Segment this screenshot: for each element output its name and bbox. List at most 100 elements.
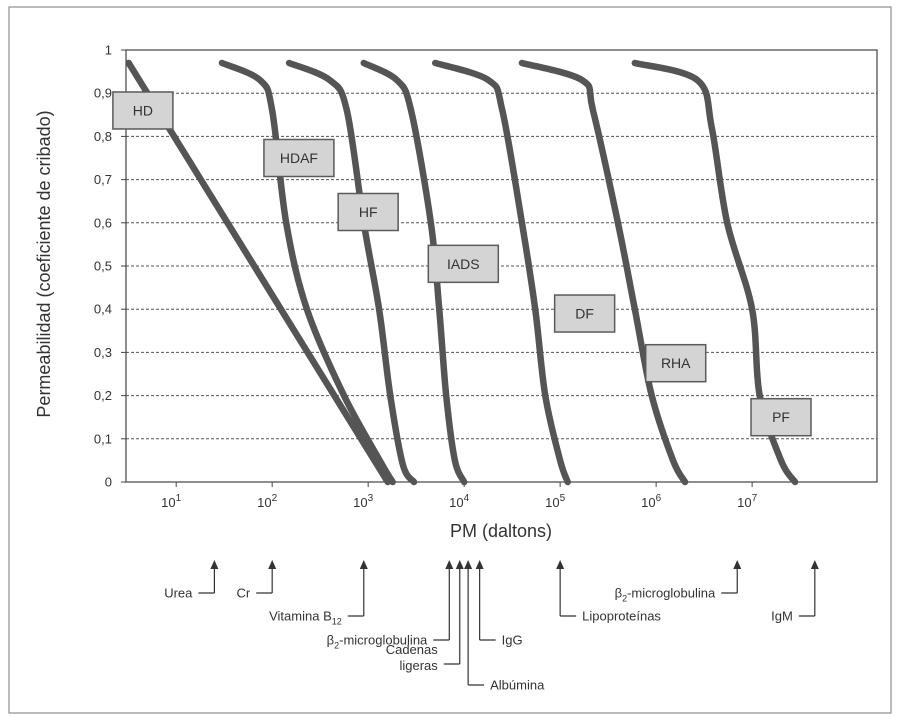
- curve-label-box: [750, 397, 812, 437]
- y-tick-label: 0,9: [94, 86, 112, 101]
- arrow-head: [359, 560, 368, 569]
- y-tick-label: 0: [105, 475, 112, 490]
- x-axis: 101 102 103 104 105 106 107: [161, 482, 758, 510]
- curve-label-pf: PF: [750, 397, 812, 437]
- y-tick-label: 0,5: [94, 259, 112, 274]
- x-tick-exponent: 2: [272, 493, 278, 504]
- molecule-label: Albúmina: [490, 678, 545, 693]
- molecule-name: IgG: [502, 633, 523, 648]
- x-tick-exponent: 6: [656, 493, 662, 504]
- curve-label-text: RHA: [661, 355, 691, 371]
- x-tick-label: 107: [737, 493, 757, 510]
- y-axis: 0 0,1 0,2 0,3 0,4 0,5 0,6 0,7 0,8 0,9 1: [94, 43, 126, 490]
- curve-label-box: [644, 343, 707, 383]
- arrow-head: [455, 560, 464, 569]
- molecule-suffix: -microglobulina: [339, 633, 428, 648]
- molecule-subscript: 12: [332, 617, 342, 627]
- molecule-name: Albúmina: [490, 678, 545, 693]
- y-tick-label: 0,8: [94, 129, 112, 144]
- molecule-label: IgG: [502, 633, 523, 648]
- molecule-name: Cr: [236, 586, 250, 601]
- y-tick-label: 0,7: [94, 172, 112, 187]
- molecule-annotation: β2-microglobulina: [615, 560, 742, 604]
- curve-label-text: HD: [133, 102, 153, 118]
- curve-pf: [631, 59, 799, 486]
- molecule-annotation: Cr: [236, 560, 277, 601]
- molecule-subscript: 2: [334, 641, 339, 651]
- x-tick-label: 101: [161, 493, 181, 510]
- arrow-head: [810, 560, 819, 569]
- molecule-annotation: β2-microglobulina: [327, 560, 454, 651]
- curve-labels: HD HDAF HF IADS DF RHA PF: [112, 91, 812, 437]
- molecule-label: β2-microglobulina: [327, 633, 428, 651]
- molecule-label: Vitamina B12: [269, 609, 342, 627]
- curve-label-text: HDAF: [280, 150, 318, 166]
- curve-rha: [518, 59, 689, 486]
- curve-label-rha: RHA: [644, 343, 707, 383]
- x-tick-label: 102: [257, 493, 277, 510]
- curve-label-box: [112, 91, 174, 130]
- curve-label-hdaf: HDAF: [263, 138, 335, 178]
- molecule-label: IgM: [771, 609, 793, 624]
- curve-df: [432, 59, 571, 486]
- curve-label-iads: IADS: [427, 244, 500, 284]
- molecule-name: β: [327, 633, 334, 648]
- molecule-annotation: Lipoproteínas: [556, 560, 661, 624]
- molecule-label: Lipoproteínas: [582, 609, 661, 624]
- molecule-label: β2-microglobulina: [615, 586, 716, 604]
- molecule-label: Cr: [236, 586, 250, 601]
- arrow-head: [210, 560, 219, 569]
- x-tick-exponent: 1: [176, 493, 182, 504]
- curve-label-text: HF: [359, 204, 378, 220]
- curve-hdaf: [218, 59, 396, 486]
- molecule-name: IgM: [771, 609, 793, 624]
- x-tick-base: 10: [257, 495, 271, 510]
- y-tick-label: 0,2: [94, 388, 112, 403]
- curve-label-box: [427, 244, 500, 284]
- arrow-head: [464, 560, 473, 569]
- y-tick-label: 1: [105, 43, 112, 58]
- arrow-head: [556, 560, 565, 569]
- curve-label-hd: HD: [112, 91, 174, 130]
- molecule-annotation: IgG: [475, 560, 523, 648]
- curve-label-hf: HF: [337, 192, 399, 232]
- arrow-head: [268, 560, 277, 569]
- x-tick-base: 10: [545, 495, 559, 510]
- curve-hf: [285, 59, 418, 486]
- molecule-annotation: Urea: [164, 560, 219, 601]
- molecule-annotation: Vitamina B12: [269, 560, 368, 627]
- arrow-head: [475, 560, 484, 569]
- curve-label-box: [337, 192, 399, 232]
- arrow-head: [445, 560, 454, 569]
- y-tick-label: 0,6: [94, 215, 112, 230]
- molecule-suffix: -microglobulina: [627, 586, 716, 601]
- arrow-head: [733, 560, 742, 569]
- x-tick-base: 10: [449, 495, 463, 510]
- curve-label-df: DF: [553, 294, 616, 333]
- y-tick-label: 0,3: [94, 345, 112, 360]
- curve-label-text: PF: [772, 409, 790, 425]
- curve-label-box: [553, 294, 616, 333]
- molecule-annotation: IgM: [771, 560, 819, 624]
- x-tick-exponent: 5: [560, 493, 566, 504]
- molecule-annotation: Albúmina: [464, 560, 545, 693]
- x-tick-base: 10: [161, 495, 175, 510]
- y-axis-title: Permeabilidad (coeficiente de cribado): [34, 110, 54, 417]
- molecule-name: Urea: [164, 586, 193, 601]
- molecule-label: Urea: [164, 586, 193, 601]
- molecule-annotation: Cadenas ligeras: [386, 560, 464, 673]
- y-tick-label: 0,4: [94, 302, 112, 317]
- x-tick-exponent: 7: [752, 493, 758, 504]
- x-tick-base: 10: [353, 495, 367, 510]
- curve-label-text: IADS: [447, 256, 480, 272]
- molecule-label-line: Cadenas: [386, 642, 439, 657]
- x-tick-label: 105: [545, 493, 565, 510]
- molecule-label: Cadenas ligeras: [386, 642, 439, 673]
- x-tick-base: 10: [641, 495, 655, 510]
- x-tick-label: 103: [353, 493, 373, 510]
- molecule-name: β: [615, 586, 622, 601]
- y-tick-label: 0,1: [94, 431, 112, 446]
- curves: [125, 59, 799, 486]
